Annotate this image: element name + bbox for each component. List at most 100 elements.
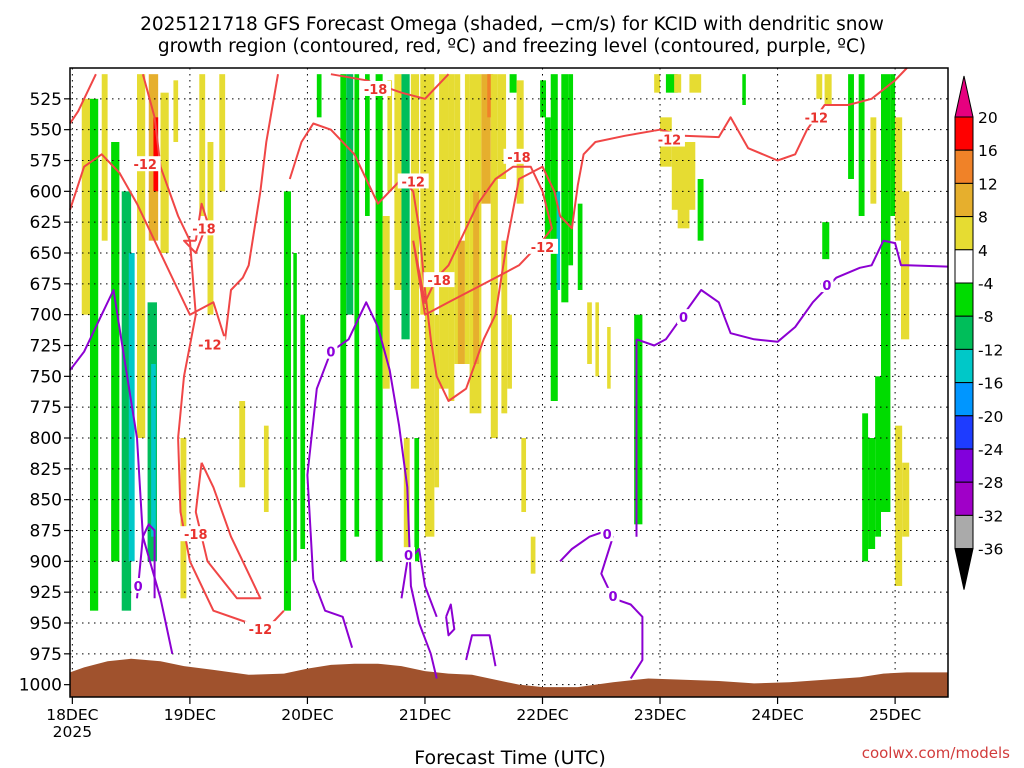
omega-shade-cell — [895, 425, 903, 586]
colorbar-label: -32 — [978, 507, 1003, 525]
omega-shade-cell — [550, 74, 558, 402]
freezing-level-contour — [306, 301, 438, 679]
colorbar-label: -12 — [978, 341, 1003, 359]
contour-label-bg — [131, 578, 145, 593]
omega-shade-cell — [160, 92, 169, 254]
contour-label: -18 — [427, 274, 451, 289]
x-axis-title: Forecast Time (UTC) — [414, 747, 605, 768]
omega-shade-cell — [634, 314, 643, 525]
y-tick-label: 900 — [30, 552, 62, 572]
omega-shade-cell — [283, 191, 291, 611]
freezing-level-contour — [400, 548, 438, 618]
contour-label: -12 — [198, 338, 222, 353]
colorbar-label: -4 — [978, 275, 993, 293]
omega-shade-cell — [487, 74, 494, 118]
contour-label-bg — [423, 272, 455, 288]
colorbar-label: -28 — [978, 474, 1003, 492]
omega-shade-cell — [121, 191, 132, 611]
contour-label: 0 — [822, 279, 831, 294]
omega-shade-cell — [516, 80, 524, 204]
colorbar-label: 16 — [978, 142, 998, 160]
colorbar-segment — [954, 116, 974, 151]
omega-shade-cell — [293, 253, 297, 562]
omega-shade-cell — [111, 142, 120, 562]
y-tick-label: 875 — [30, 522, 62, 542]
freezing-level-contour — [136, 523, 156, 599]
omega-shade-cell — [340, 74, 347, 562]
dgz-contour — [183, 202, 209, 254]
omega-shade-cell — [354, 74, 360, 537]
contour-label-bg — [397, 173, 429, 189]
omega-shade-cell — [568, 74, 574, 266]
contour-label: -18 — [364, 83, 388, 98]
dgz-contour — [330, 73, 450, 100]
contour-label: -12 — [531, 241, 555, 256]
y-tick-label: 700 — [30, 306, 62, 326]
omega-shade-cell — [587, 302, 592, 364]
contour-label: -18 — [507, 151, 531, 166]
omega-shade-cell — [424, 74, 435, 537]
omega-shade-cell — [89, 98, 99, 611]
y-tick-label: 975 — [30, 645, 62, 665]
omega-shade-cell — [263, 425, 269, 512]
omega-shade-cell — [81, 98, 94, 315]
y-tick-label: 775 — [30, 398, 62, 418]
colorbar-label: 12 — [978, 175, 998, 193]
y-tick-label: 950 — [30, 614, 62, 634]
omega-shade-cell — [509, 74, 517, 93]
y-tick-label: 750 — [30, 367, 62, 387]
colorbar-label: 20 — [978, 109, 998, 127]
omega-shade-cell — [365, 74, 370, 217]
contour-label-bg — [606, 587, 620, 603]
contour-label-bg — [188, 220, 220, 236]
contour-label-bg — [129, 156, 161, 172]
x-tick-sublabel: 2025 — [53, 723, 92, 741]
terrain-surface — [70, 658, 948, 697]
contour-label-bg — [402, 547, 416, 563]
y-tick-label: 825 — [30, 460, 62, 480]
omega-shade-cell — [848, 74, 854, 179]
omega-shade-cell — [677, 197, 690, 229]
omega-shade-cell — [507, 314, 512, 389]
omega-shade-cell — [816, 74, 823, 99]
contour-label-bg — [820, 277, 834, 293]
omega-shade-cell — [868, 438, 876, 549]
colorbar-label: -8 — [978, 308, 993, 326]
omega-shade-cell — [501, 240, 508, 414]
contour-label: -12 — [658, 134, 682, 149]
omega-shade-cell — [346, 74, 354, 315]
colorbar-segment — [954, 514, 974, 550]
omega-shade-cell — [902, 462, 910, 537]
omega-shade-cell — [375, 74, 383, 562]
freezing-level-contour — [312, 579, 354, 648]
chart-title-line1: 2025121718 GFS Forecast Omega (shaded, −… — [140, 14, 884, 35]
omega-shade-cell — [890, 74, 896, 217]
colorbar-label: -20 — [978, 408, 1003, 426]
colorbar-label: -16 — [978, 375, 1003, 393]
omega-shade-cell — [595, 302, 599, 377]
omega-shade-cell — [875, 376, 882, 537]
omega-shade-cell — [689, 74, 702, 93]
omega-shade-cell — [239, 401, 246, 488]
contour-label-bg — [194, 336, 226, 352]
omega-shade-cell — [454, 74, 461, 365]
omega-shade-cell — [862, 413, 869, 562]
omega-shade-cell — [607, 327, 611, 389]
colorbar-segment — [954, 415, 974, 450]
plot-frame — [69, 67, 949, 698]
omega-shade-cell — [316, 74, 322, 118]
colorbar-segment — [954, 149, 974, 184]
contour-label: -12 — [401, 175, 425, 190]
omega-shade-cell — [151, 364, 156, 537]
y-tick-label: 550 — [30, 121, 62, 141]
omega-shade-cell — [401, 74, 410, 340]
source-credit: coolwx.com/models — [862, 744, 1010, 762]
contour-label: -18 — [192, 222, 216, 237]
omega-shade-cell — [530, 536, 536, 574]
contour-label-bg — [800, 109, 832, 125]
freezing-level-contour — [445, 603, 456, 637]
omega-shade-cell — [742, 74, 746, 105]
colorbar-label: 4 — [978, 242, 988, 260]
omega-shade-cell — [153, 117, 159, 192]
contour-label: 0 — [608, 590, 617, 605]
